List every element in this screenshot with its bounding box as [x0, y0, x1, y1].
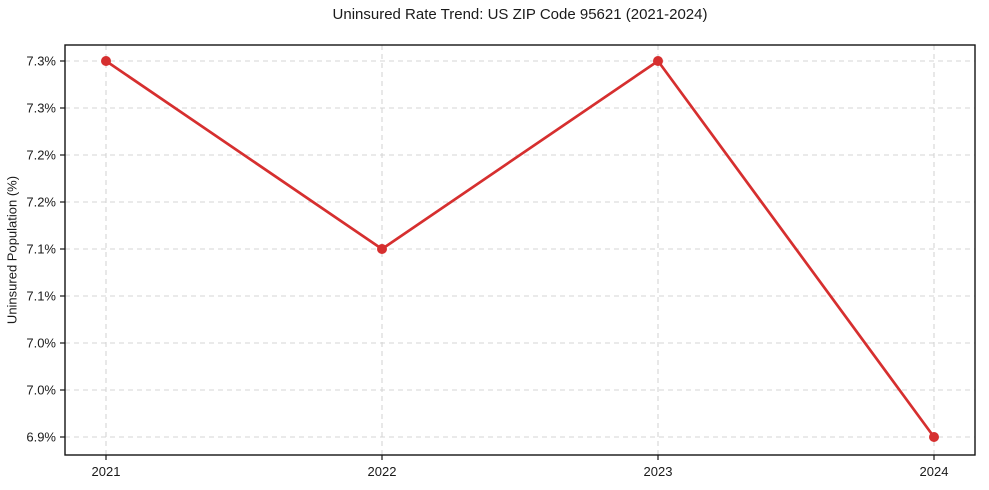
y-tick-label: 7.3% [26, 54, 56, 69]
y-tick-label: 7.0% [26, 336, 56, 351]
data-point-marker [929, 432, 939, 442]
plot-background [65, 45, 975, 455]
trend-line [104, 59, 936, 439]
data-point-marker [653, 56, 663, 66]
y-tick-label: 7.2% [26, 195, 56, 210]
y-tick-label: 7.2% [26, 148, 56, 163]
data-point-marker [101, 56, 111, 66]
chart-title: Uninsured Rate Trend: US ZIP Code 95621 … [332, 6, 708, 23]
plot-frame [64, 44, 976, 456]
y-tick-label: 6.9% [26, 430, 56, 445]
y-tick-label: 7.1% [26, 289, 56, 304]
data-point-marker [377, 244, 387, 254]
x-tick-label: 2021 [92, 464, 121, 479]
x-tick-label: 2023 [644, 464, 673, 479]
y-tick-label: 7.3% [26, 101, 56, 116]
x-tick-label: 2024 [920, 464, 949, 479]
y-tick-label: 7.1% [26, 242, 56, 257]
x-tick-label: 2022 [368, 464, 397, 479]
y-tick-label: 7.0% [26, 383, 56, 398]
